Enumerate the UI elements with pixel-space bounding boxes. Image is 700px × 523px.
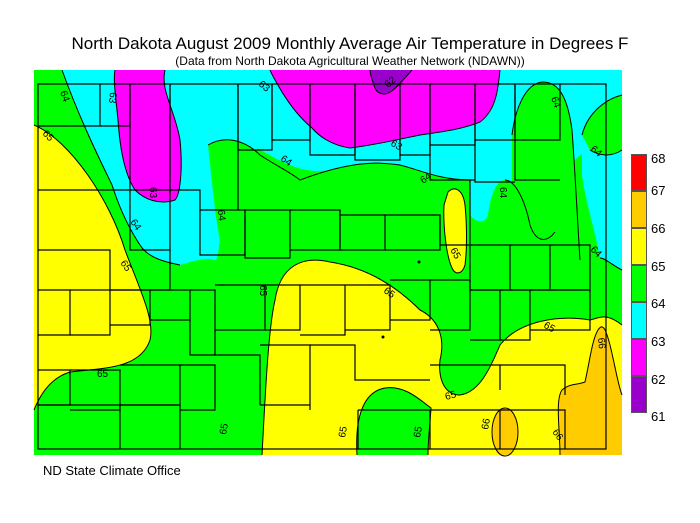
legend-swatch-64-65 bbox=[631, 265, 647, 302]
legend-swatch-62-63 bbox=[631, 339, 647, 376]
svg-text:63: 63 bbox=[389, 138, 405, 153]
svg-text:63: 63 bbox=[106, 92, 118, 104]
legend-label-61: 61 bbox=[651, 409, 666, 424]
svg-text:65: 65 bbox=[412, 425, 425, 438]
source-credit: ND State Climate Office bbox=[43, 463, 181, 478]
svg-text:65: 65 bbox=[444, 389, 458, 403]
legend-swatch-63-64 bbox=[631, 302, 647, 339]
svg-text:64: 64 bbox=[497, 187, 508, 199]
legend-swatch-67-68 bbox=[631, 154, 647, 191]
svg-text:63: 63 bbox=[147, 187, 158, 199]
svg-text:65: 65 bbox=[257, 285, 268, 297]
band-65-66-south bbox=[262, 260, 622, 455]
band-66-67-pocket bbox=[492, 408, 518, 455]
band-65-66-lens bbox=[443, 188, 467, 273]
legend-label-68: 68 bbox=[651, 151, 666, 166]
station-dot bbox=[381, 335, 385, 339]
station-dot bbox=[417, 260, 421, 264]
svg-text:65: 65 bbox=[97, 369, 109, 380]
band-62-63-north bbox=[270, 70, 500, 148]
legend-label-63: 63 bbox=[651, 334, 666, 349]
legend-swatch-65-66 bbox=[631, 228, 647, 265]
svg-text:64: 64 bbox=[548, 95, 562, 110]
svg-text:66: 66 bbox=[595, 337, 607, 349]
map-subtitle: (Data from North Dakota Agricultural Wea… bbox=[175, 54, 525, 68]
legend-swatch-66-67 bbox=[631, 191, 647, 228]
svg-text:64: 64 bbox=[215, 209, 227, 221]
contour-lines bbox=[33, 69, 623, 457]
legend-label-62: 62 bbox=[651, 372, 666, 387]
svg-text:65: 65 bbox=[218, 422, 231, 435]
band-62-63-west bbox=[114, 70, 182, 202]
svg-text:65: 65 bbox=[337, 425, 350, 438]
legend-label-65: 65 bbox=[651, 259, 666, 274]
band-64-65-south-island bbox=[356, 387, 431, 455]
legend-label-64: 64 bbox=[651, 296, 666, 311]
legend-swatch-61-62 bbox=[631, 376, 647, 413]
band-64-65-north-inset bbox=[208, 139, 300, 252]
band-64-65-ne-bubble bbox=[582, 95, 622, 155]
map-title: North Dakota August 2009 Monthly Average… bbox=[71, 34, 629, 53]
legend-label-66: 66 bbox=[651, 221, 666, 236]
county-boundaries bbox=[37, 83, 607, 450]
band-65-66-west bbox=[34, 125, 151, 410]
band-61-62-north bbox=[370, 70, 412, 94]
legend-label-67: 67 bbox=[651, 183, 666, 198]
svg-text:64: 64 bbox=[57, 89, 71, 104]
svg-text:66: 66 bbox=[480, 417, 493, 430]
svg-text:65: 65 bbox=[447, 246, 462, 262]
band-64-65-east-lobe bbox=[511, 82, 580, 262]
svg-text:65: 65 bbox=[542, 320, 558, 335]
